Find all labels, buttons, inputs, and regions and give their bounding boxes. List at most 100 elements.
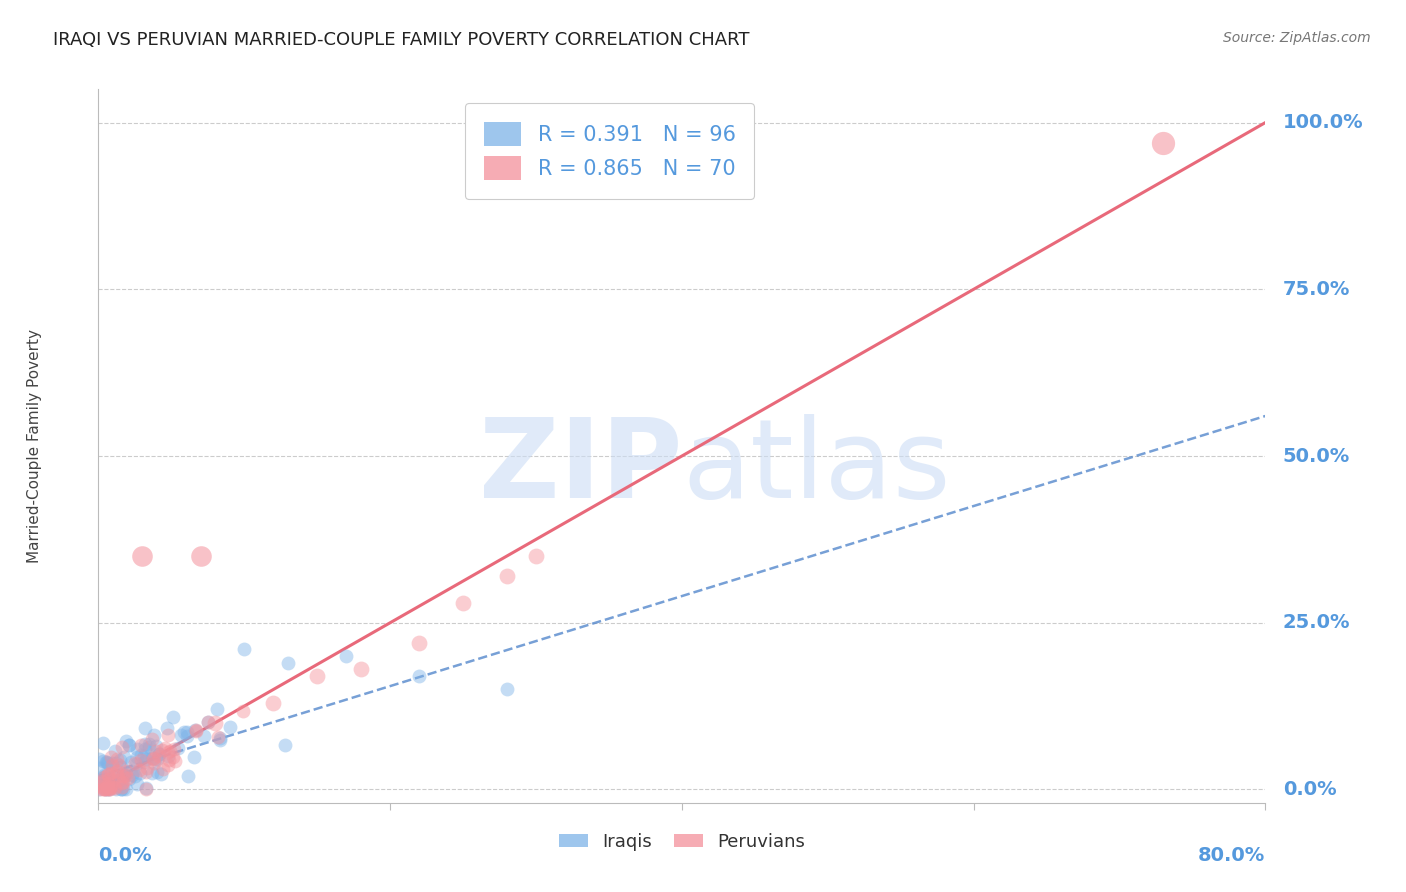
Point [131,549,153,563]
Point [120,756,142,770]
Point [111,740,134,755]
Point [100,780,122,794]
Point [145,744,167,758]
Point [131,753,153,767]
Point [87,782,110,797]
Point [132,749,155,764]
Point [167,741,190,756]
Point [233,642,256,657]
Point [209,731,232,745]
Point [111,768,134,782]
Text: 0.0%: 0.0% [98,847,152,865]
Point [97,779,120,793]
Text: IRAQI VS PERUVIAN MARRIED-COUPLE FAMILY POVERTY CORRELATION CHART: IRAQI VS PERUVIAN MARRIED-COUPLE FAMILY … [53,31,749,49]
Point [94,777,117,791]
Point [350,662,373,676]
Point [111,776,134,790]
Point [100,767,122,781]
Point [93,782,115,797]
Point [112,775,135,789]
Point [108,753,131,767]
Point [94,782,117,797]
Point [110,781,132,796]
Point [98,782,121,797]
Point [134,737,156,751]
Point [153,741,176,756]
Point [134,721,156,735]
Point [143,756,166,770]
Point [142,728,165,742]
Point [112,772,135,786]
Point [148,748,170,763]
Point [97,767,120,781]
Point [204,715,226,730]
Point [100,749,122,764]
Point [524,549,547,563]
Point [90,773,112,788]
Point [135,780,157,795]
Point [91,772,114,787]
Point [110,782,132,797]
Point [89,777,111,791]
Point [96,755,118,769]
Point [97,776,120,790]
Point [91,754,114,768]
Point [94,769,117,783]
Point [496,569,519,583]
Point [141,765,163,780]
Point [89,779,111,793]
Point [91,771,114,785]
Point [91,782,114,797]
Point [232,704,254,718]
Point [115,768,138,782]
Point [108,773,131,788]
Point [96,781,118,796]
Text: 75.0%: 75.0% [1282,280,1350,299]
Point [91,736,114,750]
Point [94,782,117,797]
Point [197,714,219,729]
Point [111,780,134,794]
Text: 50.0%: 50.0% [1282,447,1350,466]
Point [138,739,160,754]
Point [112,768,135,782]
Point [121,765,143,780]
Point [132,756,155,770]
Point [104,780,127,795]
Point [107,769,129,783]
Point [125,776,148,790]
Point [134,741,156,756]
Point [101,758,124,772]
Point [112,768,135,782]
Point [98,782,121,797]
Point [128,765,150,780]
Point [149,767,172,781]
Point [98,772,121,786]
Point [408,636,430,650]
Point [124,769,146,783]
Text: 0.0%: 0.0% [1282,780,1337,799]
Point [193,729,215,743]
Point [93,770,115,784]
Point [97,756,120,770]
Point [190,549,212,563]
Point [89,761,111,775]
Point [94,774,117,789]
Point [138,737,160,751]
Point [128,763,150,777]
Point [112,750,135,764]
Point [118,738,141,752]
Point [176,725,198,739]
Point [142,752,165,766]
Point [162,710,184,724]
Point [94,755,117,769]
Point [101,756,124,770]
Point [110,760,132,774]
Point [104,782,127,797]
Text: 100.0%: 100.0% [1282,113,1364,132]
Point [184,724,207,739]
Point [141,751,163,765]
Point [451,596,474,610]
Point [150,742,173,756]
Point [141,732,163,747]
